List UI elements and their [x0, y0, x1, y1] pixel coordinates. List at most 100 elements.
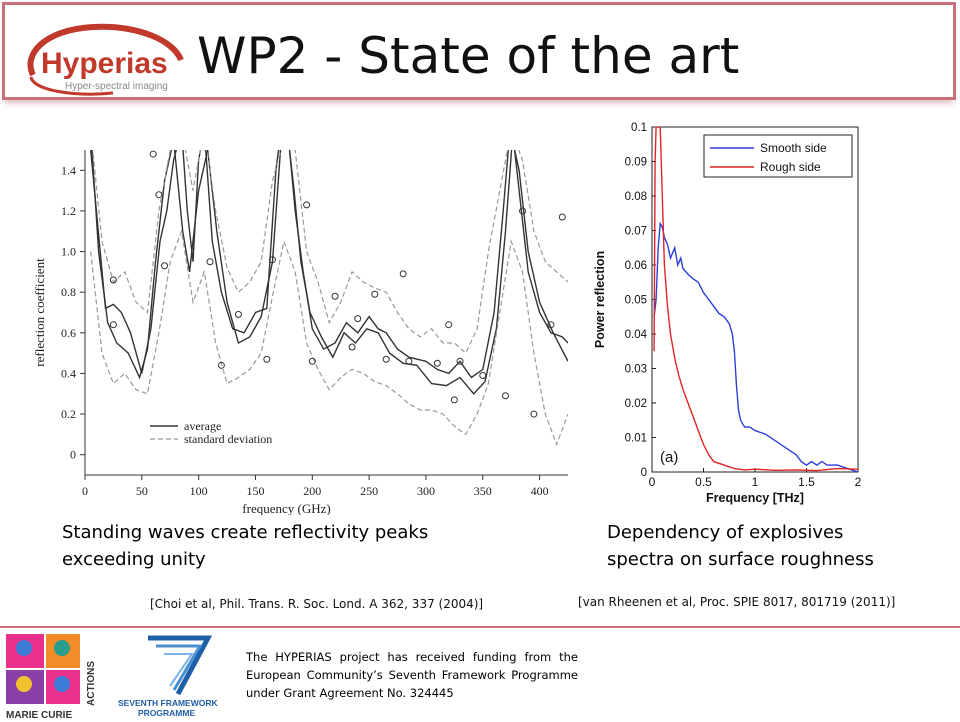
y-tick-label: 0.4: [61, 366, 76, 380]
y-tick-label: 0.07: [625, 226, 647, 238]
data-marker: [501, 392, 509, 400]
data-marker: [155, 191, 163, 199]
x-tick-label: 0.5: [695, 475, 712, 489]
rough-side-line: [653, 127, 858, 472]
data-marker: [558, 213, 566, 221]
data-marker: [149, 150, 157, 158]
plot-frame: [651, 126, 859, 473]
funding-statement: The HYPERIAS project has received fundin…: [246, 650, 578, 700]
mc-text-1: MARIE CURIE: [6, 710, 72, 721]
data-marker: [109, 276, 117, 284]
data-marker: [308, 357, 316, 365]
x-tick-label: 1.5: [798, 475, 815, 489]
data-marker: [263, 355, 271, 363]
page-title: WP2 - State of the art: [197, 27, 740, 85]
std-dev-line: [92, 150, 568, 355]
left-caption-line2: exceeding unity: [62, 549, 206, 570]
data-marker: [445, 321, 453, 329]
data-marker: [530, 410, 538, 418]
fp7-text-1: SEVENTH FRAMEWORK: [118, 698, 219, 708]
data-marker: [217, 361, 225, 369]
reflection-coefficient-chart: 0 50 100 150 200 250 300 350 400 0 0.2 0.4 0.6 0.8 1.0…: [32, 143, 568, 515]
legend-smooth-label: Smooth side: [760, 141, 827, 155]
logo-text: Hyperias: [41, 47, 168, 80]
data-marker: [331, 292, 339, 300]
header-banner: Hyperias Hyper-spectral imaging WP2 - St…: [2, 2, 956, 100]
y-axis-label: reflection coefficient: [32, 258, 47, 367]
data-marker: [348, 343, 356, 351]
data-marker: [303, 201, 311, 209]
x-tick-label: 400: [531, 484, 549, 498]
y-tick-label: 1.4: [61, 163, 76, 177]
data-marker: [547, 321, 555, 329]
data-marker: [519, 207, 527, 215]
x-axis-label: Frequency [THz]: [706, 491, 804, 505]
left-caption-line1: Standing waves create reflectivity peaks: [62, 522, 429, 543]
legend-box: [703, 134, 853, 178]
data-marker: [399, 270, 407, 278]
logo-subtext: Hyper-spectral imaging: [65, 81, 168, 92]
y-tick-label: 0.09: [625, 157, 647, 169]
data-marker: [479, 371, 487, 379]
y-tick-label: 0: [70, 448, 76, 462]
fp7-logo: SEVENTH FRAMEWORK PROGRAMME: [118, 635, 219, 718]
data-marker: [382, 355, 390, 363]
x-tick-label: 200: [303, 484, 321, 498]
right-caption: Dependency of explosives spectra on surf…: [607, 519, 874, 573]
marie-curie-logo: MARIE CURIE ACTIONS: [6, 634, 97, 721]
panel-label: (a): [660, 449, 678, 466]
x-tick-label: 1: [752, 475, 759, 489]
legend-rough-label: Rough side: [760, 160, 821, 174]
y-tick-label: 0.01: [625, 433, 647, 445]
data-marker: [354, 315, 362, 323]
x-axis-label: frequency (GHz): [242, 501, 330, 515]
left-reference: [Choi et al, Phil. Trans. R. Soc. Lond. …: [150, 597, 484, 611]
y-tick-label: 0.06: [625, 260, 647, 272]
mc-text-2: ACTIONS: [86, 661, 97, 706]
hyperias-logo: Hyperias Hyper-spectral imaging: [27, 23, 184, 96]
left-caption: Standing waves create reflectivity peaks…: [62, 519, 428, 573]
x-tick-label: 250: [360, 484, 378, 498]
y-tick-label: 0.6: [61, 326, 76, 340]
x-tick-label: 2: [855, 475, 862, 489]
y-tick-label: 0.8: [61, 285, 76, 299]
y-tick-label: 0.08: [625, 191, 647, 203]
y-tick-label: 0.03: [625, 364, 647, 376]
y-tick-label: 1.0: [61, 245, 76, 259]
x-tick-label: 350: [474, 484, 492, 498]
x-tick-label: 300: [417, 484, 435, 498]
power-reflection-chart: 0 0.5 1 1.5 2 0 0.01 0.02 0.03 0.04 0.05 0.06 0.07 0.…: [593, 122, 862, 505]
fp7-text-2: PROGRAMME: [138, 708, 195, 718]
right-reference: [van Rheenen et al, Proc. SPIE 8017, 801…: [578, 595, 896, 609]
y-tick-label: 0.05: [625, 295, 647, 307]
right-caption-line2: spectra on surface roughness: [607, 549, 874, 570]
x-tick-label: 0: [82, 484, 88, 498]
data-marker: [287, 143, 293, 149]
data-marker: [371, 290, 379, 298]
y-tick-label: 1.2: [61, 204, 76, 218]
legend-std-label: standard deviation: [184, 432, 272, 446]
data-marker: [234, 311, 242, 319]
data-marker: [450, 396, 458, 404]
y-tick-label: 0.04: [625, 329, 648, 341]
average-line: [90, 150, 568, 379]
data-marker: [161, 262, 169, 270]
y-axis-label: Power reflection: [593, 251, 607, 348]
data-marker: [456, 357, 464, 365]
data-marker: [109, 321, 117, 329]
std-dev-line: [90, 228, 568, 447]
data-marker: [433, 359, 441, 367]
right-caption-line1: Dependency of explosives: [607, 522, 844, 543]
x-tick-label: 0: [649, 475, 656, 489]
x-tick-label: 100: [190, 484, 208, 498]
data-marker: [269, 256, 277, 264]
x-tick-label: 50: [136, 484, 148, 498]
legend-average-label: average: [184, 419, 221, 433]
plot-area: [653, 127, 858, 472]
footer: MARIE CURIE ACTIONS SEVENTH FRAMEWORK PR…: [0, 626, 960, 722]
plot-area: [90, 143, 568, 447]
y-tick-label: 0: [641, 467, 647, 479]
y-tick-label: 0.02: [625, 398, 647, 410]
y-tick-label: 0.1: [631, 122, 647, 134]
smooth-side-line: [653, 221, 858, 472]
